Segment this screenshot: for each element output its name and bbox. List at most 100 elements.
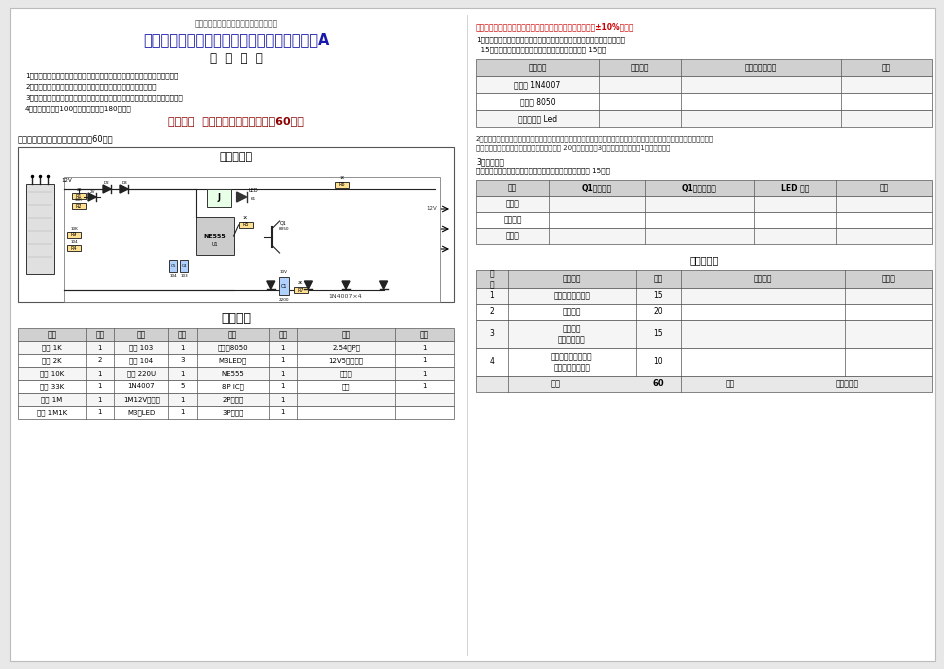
Text: 10V: 10V <box>279 270 287 274</box>
Text: NE555: NE555 <box>203 233 226 239</box>
Bar <box>476 110 931 127</box>
Text: 数量: 数量 <box>278 330 287 339</box>
Text: 电阻 10K: 电阻 10K <box>40 370 64 377</box>
Text: 整机测试
整机质量整测: 整机测试 整机质量整测 <box>557 324 585 344</box>
Polygon shape <box>88 193 96 201</box>
Text: 4、本试卷共分为100分，考试时间为180分钟。: 4、本试卷共分为100分，考试时间为180分钟。 <box>25 105 131 112</box>
Text: 1: 1 <box>97 345 102 351</box>
Text: 3、请求工或其它彩笔、蓝或黑答案，不允许记其它非书考生彩笔记或进行作答。: 3、请求工或其它彩笔、蓝或黑答案，不允许记其它非书考生彩笔记或进行作答。 <box>25 94 182 100</box>
Text: 分数统计表: 分数统计表 <box>688 255 718 265</box>
Text: 1: 1 <box>180 409 185 415</box>
Text: 2、请分别闲置各种题目可写答卷本、原始交给监考老师暂营答案。: 2、请分别闲置各种题目可写答卷本、原始交给监考老师暂营答案。 <box>25 83 157 90</box>
Text: 1: 1 <box>180 371 185 377</box>
Text: 15: 15 <box>653 330 663 339</box>
Text: 低水位: 低水位 <box>505 231 519 240</box>
Text: 1: 1 <box>280 409 285 415</box>
Text: 元器件识别及检测: 元器件识别及检测 <box>552 292 590 300</box>
Polygon shape <box>266 281 275 289</box>
Text: 考评员签字: 考评员签字 <box>835 379 858 389</box>
Bar <box>18 147 453 302</box>
Text: 一、液位控制容器装焊接与调置（60分）: 一、液位控制容器装焊接与调置（60分） <box>18 134 113 143</box>
Text: 2P接线柱: 2P接线柱 <box>222 396 244 403</box>
Text: 数量: 数量 <box>95 330 104 339</box>
Text: 名称: 名称 <box>341 330 350 339</box>
Text: 结论: 结论 <box>881 63 890 72</box>
Text: D3: D3 <box>121 181 126 185</box>
Text: 3: 3 <box>180 357 185 363</box>
Text: 104: 104 <box>169 274 177 278</box>
Text: 1: 1 <box>180 397 185 403</box>
Polygon shape <box>379 281 387 289</box>
Bar <box>334 182 348 188</box>
Text: 电阻 1M1K: 电阻 1M1K <box>37 409 67 416</box>
Bar <box>67 245 81 251</box>
Bar <box>476 212 931 228</box>
Text: NE555: NE555 <box>221 371 244 377</box>
Bar <box>294 287 308 293</box>
Text: 1M12V稳压管: 1M12V稳压管 <box>123 396 160 403</box>
Text: 元件名称: 元件名称 <box>528 63 547 72</box>
Text: 电容 104: 电容 104 <box>129 357 153 364</box>
Text: 2200: 2200 <box>278 298 289 302</box>
Text: 1N4007×4: 1N4007×4 <box>328 294 362 298</box>
Text: 电阻 1K: 电阻 1K <box>42 344 61 351</box>
Text: 12V: 12V <box>426 207 437 211</box>
Bar <box>195 217 233 255</box>
Text: 二类、设备的使用维
护及安全文明生产: 二类、设备的使用维 护及安全文明生产 <box>550 352 592 372</box>
Bar <box>476 196 931 212</box>
Bar <box>72 203 86 209</box>
Polygon shape <box>236 192 246 202</box>
Text: 电容 220U: 电容 220U <box>126 370 156 377</box>
Text: 序
号: 序 号 <box>489 269 494 289</box>
Bar <box>476 76 931 93</box>
Bar <box>67 232 81 238</box>
Text: 1、元件件识别及检测：平于线路工校送该元器件清单列出的元器件，运平考: 1、元件件识别及检测：平于线路工校送该元器件清单列出的元器件，运平考 <box>476 36 624 43</box>
Text: 1: 1 <box>180 345 185 351</box>
Text: 15分钟后就元器件识别的报告自己独自完成。（配分 15分）: 15分钟后就元器件识别的报告自己独自完成。（配分 15分） <box>476 46 606 53</box>
Polygon shape <box>103 185 110 193</box>
Bar <box>18 328 453 341</box>
Text: 中间水位: 中间水位 <box>503 215 521 225</box>
Text: 1K: 1K <box>339 176 344 180</box>
Text: 三极管 8050: 三极管 8050 <box>519 97 555 106</box>
Text: 三极管8050: 三极管8050 <box>217 344 247 351</box>
Text: C4: C4 <box>181 264 187 268</box>
Text: 2.54三P座: 2.54三P座 <box>331 344 360 351</box>
Text: 8050: 8050 <box>278 227 289 231</box>
Text: 1: 1 <box>280 357 285 363</box>
Text: 名称: 名称 <box>136 330 145 339</box>
Text: 61: 61 <box>251 197 256 201</box>
Text: 10: 10 <box>653 357 663 367</box>
Text: 机械行业特有工种职业技能鉴定级一试卷: 机械行业特有工种职业技能鉴定级一试卷 <box>194 19 278 29</box>
Bar <box>18 367 453 380</box>
Text: 1: 1 <box>422 345 427 351</box>
Bar <box>26 184 54 274</box>
Text: 3: 3 <box>489 330 494 339</box>
Text: 整机接线: 整机接线 <box>562 308 581 316</box>
Bar <box>476 228 931 244</box>
Text: LED 状态: LED 状态 <box>780 183 808 193</box>
Text: 2K: 2K <box>297 281 303 285</box>
Text: 1: 1 <box>97 371 102 377</box>
Text: 4: 4 <box>489 357 494 367</box>
Text: 机电维修电工中级工技能测试试卷及评分标准A: 机电维修电工中级工技能测试试卷及评分标准A <box>143 33 329 47</box>
Bar <box>72 193 86 199</box>
Text: 第一部分  电子设备的组装及调试（60分）: 第一部分 电子设备的组装及调试（60分） <box>168 116 304 126</box>
Text: 电容 103: 电容 103 <box>129 344 153 351</box>
Text: J: J <box>217 193 220 203</box>
Text: 高水位: 高水位 <box>505 199 519 209</box>
Bar <box>207 189 230 207</box>
Bar <box>476 376 931 392</box>
Text: 发光二极管 Led: 发光二极管 Led <box>517 114 557 123</box>
Bar <box>476 288 931 304</box>
Bar <box>476 304 931 320</box>
Bar <box>18 380 453 393</box>
Text: 1K: 1K <box>243 216 248 220</box>
Text: 电阻 33K: 电阻 33K <box>40 383 64 390</box>
Text: 15: 15 <box>653 292 663 300</box>
Text: 33K: 33K <box>75 198 83 202</box>
Text: 结论: 结论 <box>879 183 887 193</box>
Bar <box>278 277 288 295</box>
Text: 电阻 1M: 电阻 1M <box>42 396 62 403</box>
Text: 水位: 水位 <box>507 183 516 193</box>
